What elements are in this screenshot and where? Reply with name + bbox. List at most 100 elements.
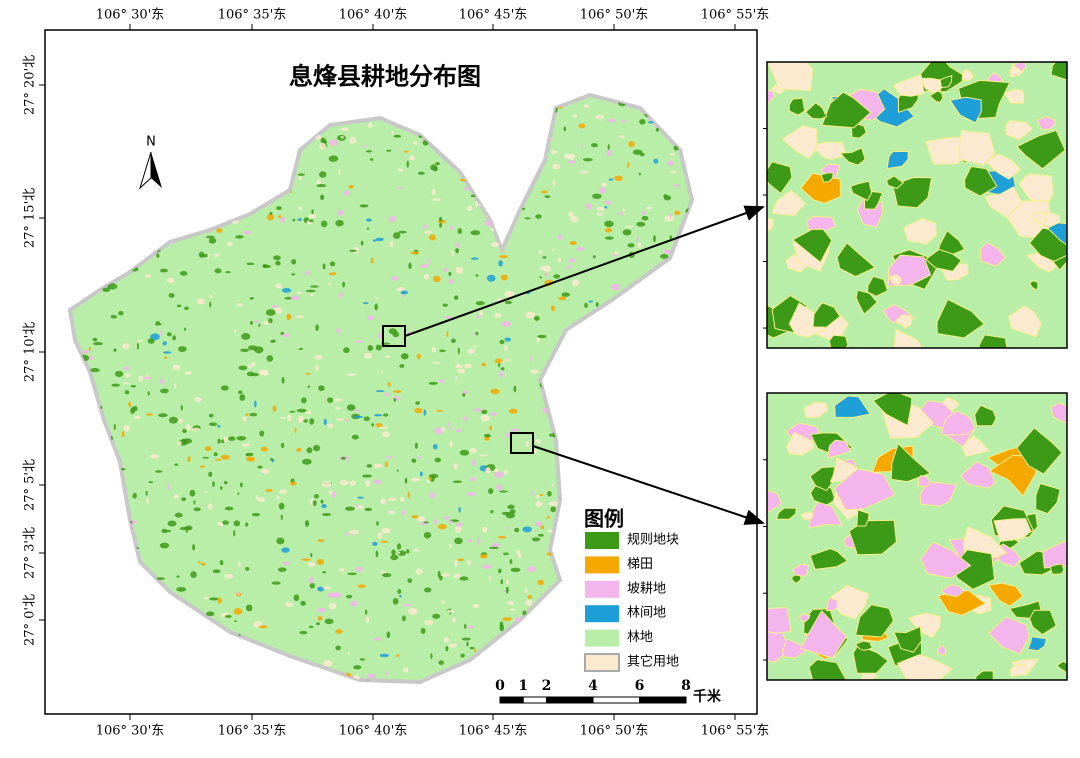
land-patch [504,345,508,352]
inset-parcel [800,609,848,659]
land-patch [239,394,246,401]
land-patch [443,516,451,520]
land-patch [453,463,458,470]
land-patch [176,304,182,308]
land-patch [578,123,586,129]
land-patch [113,423,116,430]
land-patch [219,560,224,566]
scale-label: 8 [681,678,691,694]
land-patch [527,594,533,600]
land-patch [641,210,646,215]
land-patch [406,160,409,168]
longitude-label: 106° 35'东 [218,8,287,23]
land-patch [449,226,454,230]
land-patch [524,588,528,594]
land-patch [439,575,443,581]
land-patch [467,560,471,566]
land-patch [490,388,500,395]
land-patch [529,356,533,362]
land-patch [81,349,91,354]
land-patch [275,260,281,266]
land-patch [568,211,574,217]
land-patch [404,477,408,484]
land-patch [146,497,149,505]
land-patch [409,155,416,161]
land-patch [588,300,594,303]
land-patch [370,157,374,161]
north-label: N [146,135,156,150]
land-patch [92,337,98,342]
land-patch [335,629,343,634]
land-patch [363,416,370,422]
land-patch [391,549,396,556]
land-patch [408,262,412,270]
inset-map [767,393,1067,680]
land-patch [607,144,610,150]
land-patch [614,175,623,181]
land-patch [305,372,311,375]
land-patch [176,575,180,578]
land-patch [522,610,527,616]
land-patch [338,291,343,299]
inset-parcel [1016,427,1063,475]
inset-parcel [1028,280,1039,292]
land-patch [580,143,583,149]
longitude-label: 106° 50'东 [580,8,649,23]
inset-parcel [1050,62,1067,81]
land-patch [383,392,391,397]
land-patch [249,297,254,300]
land-patch [281,547,290,553]
land-patch [476,538,481,545]
land-patch [123,424,130,432]
land-patch [297,291,302,295]
land-patch [548,501,559,506]
land-patch [653,235,656,243]
land-patch [202,456,210,459]
land-patch [663,249,671,255]
land-patch [341,456,346,460]
land-patch [299,630,308,635]
inset-parcel [833,468,896,511]
land-patch [535,214,542,219]
land-patch [462,416,468,421]
land-patch [189,489,196,497]
land-patch [296,408,307,413]
land-patch [614,251,619,256]
land-patch [280,514,283,521]
land-patch [305,410,312,415]
land-patch [547,490,552,497]
legend-swatch [585,556,619,574]
land-patch [312,499,317,507]
inset-parcel [893,328,923,348]
inset-parcel [893,625,923,653]
land-patch [280,216,285,223]
land-patch [403,150,409,153]
inset-parcel [903,218,937,245]
land-patch [342,281,346,288]
land-patch [208,413,214,418]
land-patch [236,435,247,441]
land-patch [380,498,386,505]
land-patch [297,173,305,176]
land-patch [405,549,410,554]
land-patch [353,665,362,670]
land-patch [159,542,170,549]
land-patch [220,454,231,460]
land-patch [494,358,503,364]
land-patch [174,382,177,390]
land-patch [375,344,382,351]
land-patch [401,293,405,298]
land-patch [208,471,213,477]
land-patch [348,185,354,189]
land-patch [266,214,275,221]
land-patch [236,592,240,596]
land-patch [277,567,287,572]
land-patch [479,454,488,457]
land-patch [470,230,481,236]
longitude-label: 106° 30'东 [96,8,165,23]
land-patch [417,516,426,522]
inset-parcel [775,507,797,520]
land-patch [158,413,168,418]
land-patch [449,441,453,448]
inset-parcel [867,275,889,297]
